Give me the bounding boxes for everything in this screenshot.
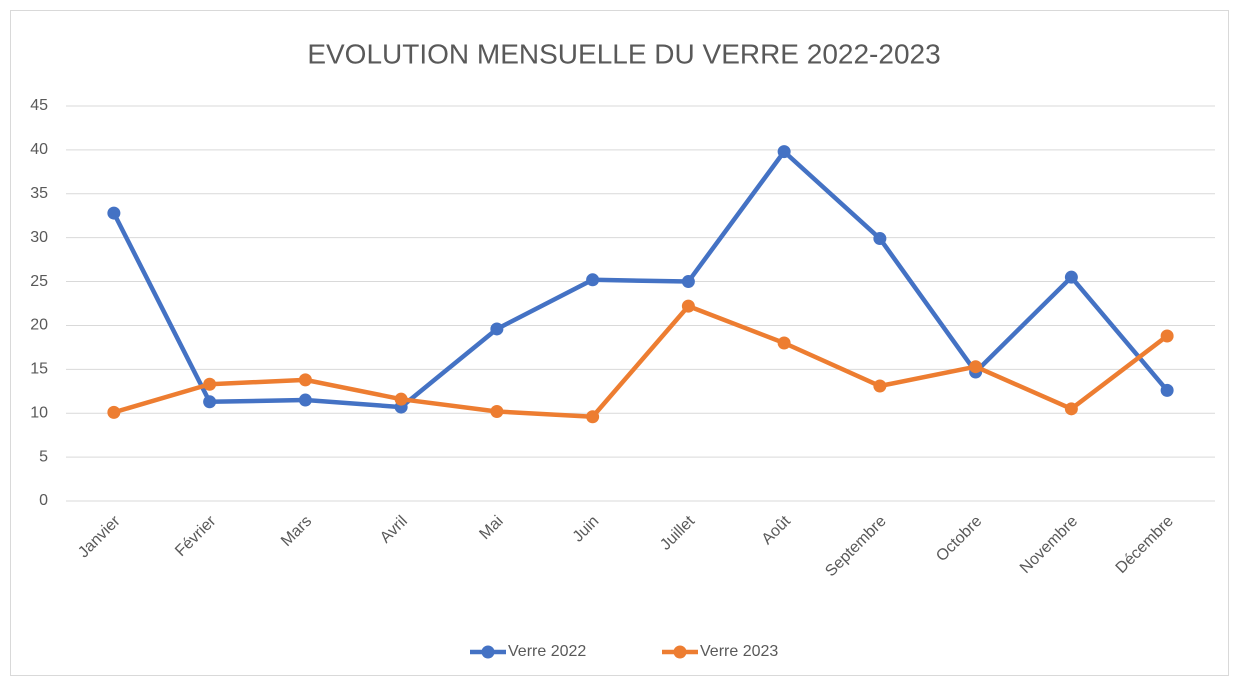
data-point: [777, 145, 791, 159]
legend-marker: [481, 645, 495, 659]
y-tick-label: 0: [39, 492, 48, 509]
y-tick-label: 20: [30, 317, 48, 334]
data-point: [1064, 270, 1078, 284]
data-point: [586, 273, 600, 287]
legend-label: Verre 2023: [700, 643, 778, 660]
data-point: [203, 395, 217, 409]
data-point: [1064, 402, 1078, 416]
chart-title: EVOLUTION MENSUELLE DU VERRE 2022-2023: [307, 38, 940, 69]
legend-label: Verre 2022: [508, 643, 586, 660]
data-point: [681, 299, 695, 313]
data-point: [203, 377, 217, 391]
series-line: [111, 149, 1169, 410]
data-point: [490, 404, 504, 418]
data-point: [586, 410, 600, 424]
data-point: [298, 373, 312, 387]
y-tick-label: 10: [30, 404, 48, 421]
y-tick-label: 35: [30, 185, 48, 202]
data-point: [394, 392, 408, 406]
legend-marker: [673, 645, 687, 659]
data-point: [969, 360, 983, 374]
y-tick-label: 5: [39, 448, 48, 465]
y-tick-label: 25: [30, 273, 48, 290]
data-point: [1160, 329, 1174, 343]
y-tick-label: 15: [30, 361, 48, 378]
chart-border: [10, 10, 1229, 676]
data-point: [298, 393, 312, 407]
data-point: [490, 322, 504, 336]
y-tick-label: 45: [30, 97, 48, 114]
data-point: [107, 206, 121, 220]
series-line: [113, 303, 1169, 419]
data-point: [1160, 383, 1174, 397]
data-point: [107, 405, 121, 419]
data-point: [777, 336, 791, 350]
y-tick-label: 40: [30, 141, 48, 158]
y-tick-label: 30: [30, 229, 48, 246]
data-point: [873, 232, 887, 246]
data-point: [681, 275, 695, 289]
data-point: [873, 379, 887, 393]
